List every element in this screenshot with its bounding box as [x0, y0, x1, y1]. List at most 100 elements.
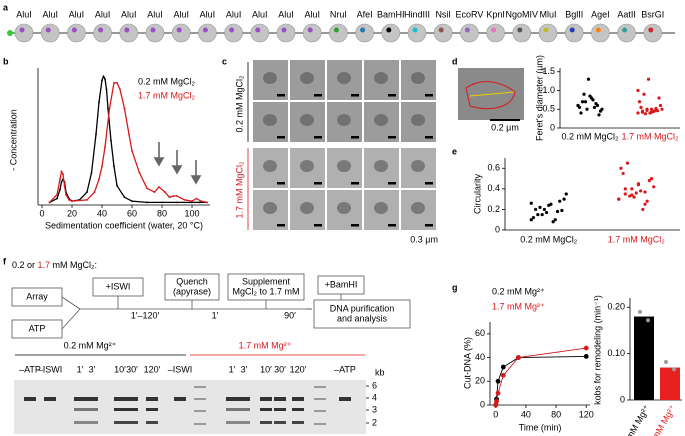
point — [660, 107, 664, 111]
point — [534, 207, 538, 212]
site-mark — [71, 27, 77, 33]
point — [113, 81, 115, 84]
x-tick-label: 1.7 mM MgCl₂ — [608, 234, 666, 244]
band — [292, 421, 304, 424]
point — [645, 108, 649, 112]
point — [619, 166, 623, 170]
point — [657, 96, 661, 100]
nucleosome — [145, 23, 165, 43]
bar — [660, 367, 680, 400]
point — [529, 201, 533, 205]
point — [116, 184, 118, 187]
point — [107, 107, 109, 110]
panel-label: d — [452, 56, 458, 66]
point — [161, 201, 163, 204]
x-tick-label: 60 — [127, 208, 137, 218]
kb-label: 2 — [372, 417, 377, 427]
point — [664, 359, 668, 364]
point — [640, 110, 645, 114]
series-line — [495, 355, 587, 406]
x-tick-label: 0 — [39, 208, 44, 218]
y-tick-label: 0 — [620, 394, 625, 404]
scale-bar — [351, 224, 359, 227]
y-tick-label: 0 — [495, 224, 500, 234]
site-mark — [229, 27, 235, 33]
bar — [634, 316, 654, 400]
point — [551, 220, 555, 224]
scale-bar — [388, 182, 396, 185]
site-label: KpnI — [486, 9, 505, 19]
condition-part: 1.7 — [38, 260, 51, 270]
x-tick-label: 0 — [493, 409, 498, 419]
box-label: Array — [26, 291, 48, 301]
nucleosome — [564, 23, 584, 43]
point — [183, 198, 186, 201]
box-label: ATP — [29, 323, 46, 333]
point — [119, 88, 121, 91]
site-label: AluI — [278, 9, 294, 19]
scale-label: 0.3 µm — [410, 234, 438, 244]
time-label: 90′ — [284, 310, 296, 320]
point — [580, 100, 585, 104]
time-label: 1′ — [212, 310, 219, 320]
band — [339, 397, 351, 401]
gel — [14, 380, 366, 434]
particle — [411, 202, 425, 214]
nucleosome — [224, 23, 243, 43]
site-label: AluI — [121, 9, 137, 19]
y-tick-label: 0.5 — [542, 104, 555, 114]
nucleosome — [276, 23, 296, 43]
site-mark — [622, 27, 628, 33]
site-mark — [569, 27, 575, 33]
point — [645, 199, 649, 203]
nucleosome — [617, 23, 636, 43]
point — [542, 207, 546, 212]
particle — [263, 114, 277, 126]
point — [636, 88, 640, 93]
particle — [263, 160, 277, 172]
point — [617, 197, 621, 201]
point — [536, 212, 540, 217]
point — [658, 103, 663, 108]
site-label: NgoMIV — [506, 9, 539, 19]
lane-label: –ISWI — [168, 364, 193, 374]
band — [114, 397, 126, 401]
point — [153, 191, 156, 194]
point — [641, 207, 645, 212]
ladder-band — [194, 410, 206, 412]
kb-label: 6 — [372, 380, 377, 390]
arrows — [153, 142, 202, 185]
point — [110, 139, 112, 142]
point — [639, 189, 643, 193]
x-tick-label: 0.2 mM MgCl₂ — [561, 131, 619, 141]
x-label: Sedimentation coefficient (water, 20 °C) — [45, 220, 203, 230]
point — [652, 185, 656, 189]
site-mark — [595, 27, 601, 33]
lane-label: –ATP — [19, 364, 41, 374]
point — [547, 203, 551, 207]
site-label: AluI — [226, 9, 242, 19]
point — [101, 79, 103, 82]
legend-label: 1.7 mM MgCl₂ — [138, 90, 196, 100]
point — [583, 345, 589, 351]
lane-label: 10′ — [260, 364, 272, 374]
point — [494, 399, 499, 404]
point — [560, 208, 564, 213]
point — [56, 197, 58, 200]
scale-bar — [351, 94, 359, 97]
point — [123, 196, 126, 199]
lane-label: –ATP — [334, 364, 356, 374]
site-label: EcoRV — [455, 9, 483, 19]
point — [649, 107, 654, 111]
band — [74, 421, 86, 424]
ladder-band — [314, 423, 326, 425]
band — [146, 397, 158, 401]
nucleosome — [40, 23, 60, 43]
point — [131, 150, 133, 152]
point — [128, 133, 130, 136]
x-tick-label: 100 — [184, 208, 199, 218]
band — [146, 408, 158, 411]
point — [60, 180, 63, 183]
x-tick-label: 80 — [551, 409, 561, 419]
point — [95, 133, 97, 136]
